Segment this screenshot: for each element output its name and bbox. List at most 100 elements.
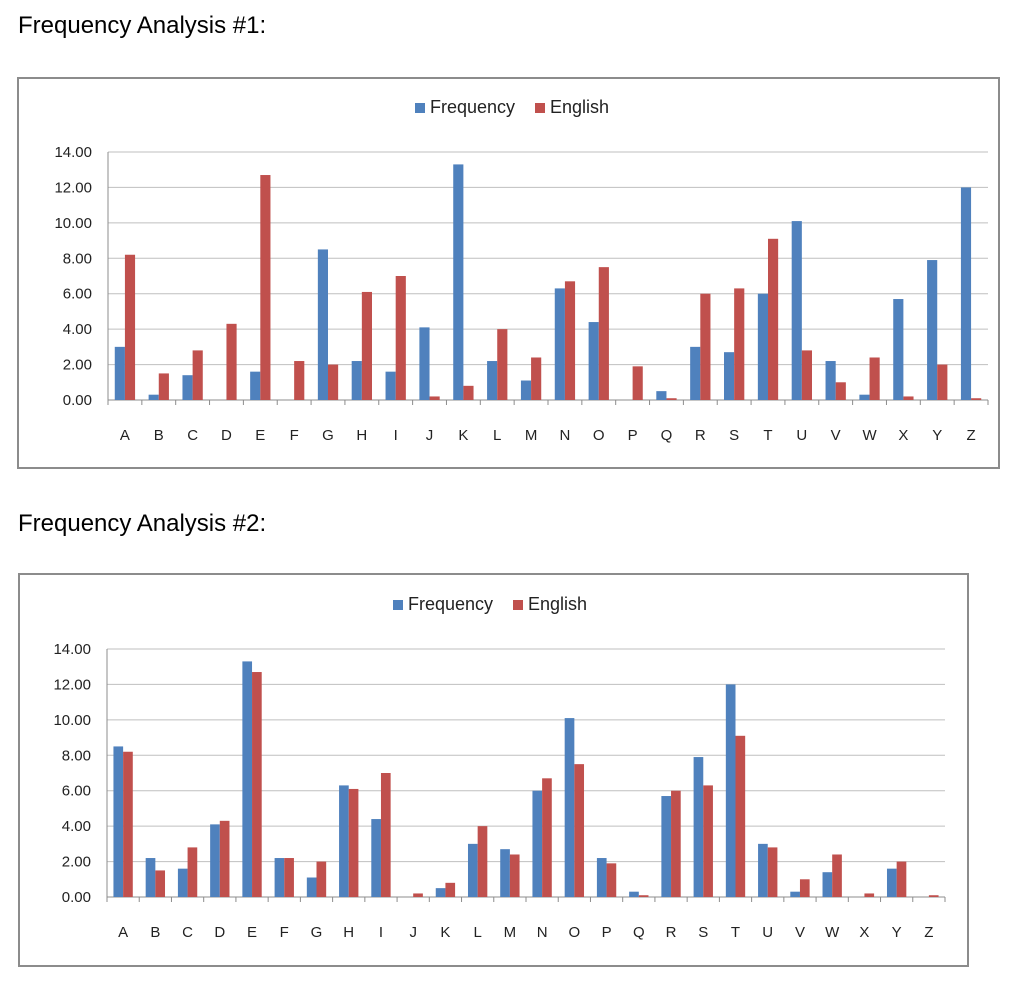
x-tick-label: Y	[932, 427, 942, 444]
chart-1-title: Frequency Analysis #1:	[18, 12, 267, 39]
x-tick-label: T	[731, 924, 740, 941]
x-tick-label: T	[763, 427, 772, 444]
y-tick-label: 0.00	[63, 392, 92, 409]
bar-frequency-T	[725, 684, 736, 897]
x-tick-label: C	[187, 427, 198, 444]
bar-frequency-Y	[886, 868, 897, 897]
bar-english-X	[864, 893, 875, 897]
x-tick-label: A	[120, 427, 130, 444]
x-tick-label: N	[560, 427, 571, 444]
x-tick-label: Q	[661, 427, 673, 444]
x-tick-label: L	[473, 924, 481, 941]
bar-frequency-R	[661, 796, 672, 897]
bar-english-C	[187, 847, 198, 897]
x-tick-label: Q	[633, 924, 645, 941]
bar-english-S	[703, 785, 713, 897]
bar-english-F	[284, 858, 294, 897]
bar-english-I	[395, 276, 406, 400]
bar-english-F	[294, 361, 305, 400]
legend-swatch-english	[513, 600, 523, 610]
x-tick-label: C	[182, 924, 193, 941]
bar-frequency-W	[859, 394, 870, 400]
x-tick-label: Y	[892, 924, 902, 941]
bar-english-U	[767, 847, 778, 897]
x-tick-label: W	[825, 924, 840, 941]
bar-frequency-D	[210, 824, 220, 897]
x-tick-label: L	[493, 427, 501, 444]
x-tick-label: A	[118, 924, 128, 941]
bar-english-H	[348, 788, 359, 897]
x-tick-label: P	[602, 924, 612, 941]
bar-english-N	[542, 778, 552, 897]
x-tick-label: M	[525, 427, 538, 444]
bar-english-W	[869, 357, 880, 400]
y-tick-label: 0.00	[62, 889, 91, 906]
bar-english-M	[509, 854, 520, 897]
bar-frequency-H	[351, 361, 362, 400]
bar-frequency-B	[148, 394, 159, 400]
x-tick-label: H	[343, 924, 354, 941]
bar-english-Z	[928, 895, 939, 897]
bar-english-Y	[937, 364, 948, 400]
bar-english-L	[497, 329, 508, 400]
bar-english-Q	[666, 398, 677, 400]
y-tick-label: 6.00	[62, 783, 91, 800]
x-tick-label: X	[898, 427, 908, 444]
y-tick-label: 12.00	[54, 179, 92, 196]
bar-english-A	[123, 751, 133, 897]
x-tick-label: G	[322, 427, 334, 444]
bar-english-Q	[638, 895, 649, 897]
x-tick-label: K	[440, 924, 450, 941]
x-tick-label: F	[290, 427, 299, 444]
bar-english-J	[413, 893, 423, 897]
x-tick-label: V	[831, 427, 841, 444]
bar-frequency-K	[453, 164, 464, 400]
bar-english-U	[801, 350, 812, 400]
y-tick-label: 8.00	[62, 747, 91, 764]
bar-frequency-U	[758, 843, 768, 897]
bar-frequency-I	[385, 371, 396, 400]
bar-english-J	[429, 396, 440, 400]
x-tick-label: E	[247, 924, 257, 941]
bar-english-R	[700, 293, 711, 400]
x-tick-label: M	[504, 924, 517, 941]
bar-frequency-K	[435, 888, 446, 897]
x-tick-label: I	[394, 427, 398, 444]
bar-english-W	[832, 854, 842, 897]
x-tick-label: Z	[924, 924, 933, 941]
legend-label-english: English	[550, 97, 609, 117]
bar-frequency-C	[182, 375, 193, 400]
bar-english-G	[328, 364, 339, 400]
x-tick-label: R	[666, 924, 677, 941]
bar-frequency-P	[596, 858, 607, 897]
bar-frequency-Q	[629, 891, 639, 897]
bar-english-A	[124, 254, 136, 400]
bar-frequency-S	[693, 757, 704, 897]
x-tick-label: E	[255, 427, 265, 444]
legend-swatch-frequency	[393, 600, 403, 610]
bar-frequency-V	[790, 891, 800, 897]
bar-english-T	[768, 238, 779, 400]
bar-frequency-X	[893, 299, 904, 400]
bar-english-O	[574, 764, 585, 897]
bar-english-B	[155, 870, 166, 897]
bar-english-N	[564, 281, 576, 400]
bar-english-G	[316, 861, 327, 897]
bar-frequency-A	[113, 746, 124, 897]
x-tick-label: V	[795, 924, 805, 941]
x-tick-label: O	[569, 924, 581, 941]
y-tick-label: 14.00	[53, 641, 91, 658]
bar-frequency-O	[588, 322, 599, 400]
y-tick-label: 2.00	[63, 357, 92, 374]
bar-frequency-W	[822, 872, 833, 897]
bar-frequency-Y	[927, 260, 938, 400]
x-tick-label: I	[379, 924, 383, 941]
x-tick-label: D	[221, 427, 232, 444]
bar-english-P	[606, 863, 617, 897]
bar-frequency-G	[317, 249, 328, 400]
y-tick-label: 10.00	[53, 712, 91, 729]
x-tick-label: U	[762, 924, 773, 941]
x-tick-label: P	[628, 427, 638, 444]
bar-frequency-M	[500, 849, 510, 897]
bar-frequency-G	[306, 877, 317, 897]
